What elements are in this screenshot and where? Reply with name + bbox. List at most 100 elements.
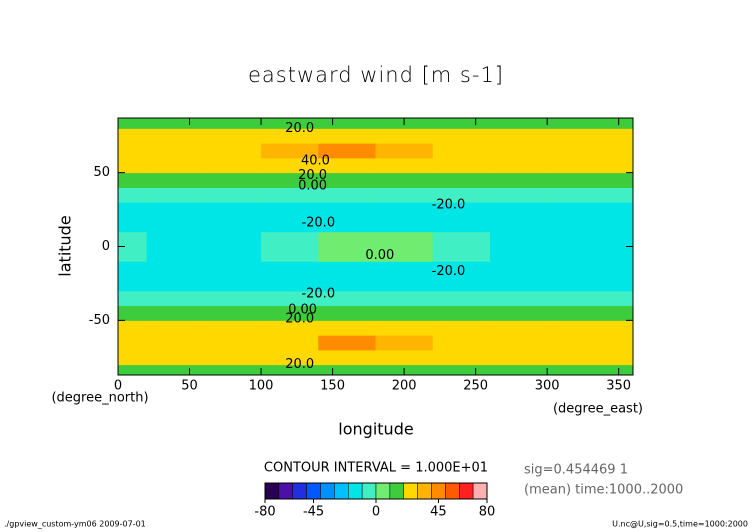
x-unit: (degree_east)	[553, 402, 643, 417]
contour-cell	[375, 157, 434, 174]
colorbar-swatch	[403, 482, 418, 500]
colorbar-swatch	[431, 482, 446, 500]
contour-cell	[547, 157, 634, 174]
colorbar-tick-label: 80	[479, 505, 496, 520]
contour-cell	[432, 143, 491, 159]
contour-cell	[118, 335, 148, 351]
contour-cell	[318, 187, 376, 203]
contour-cell	[118, 276, 148, 292]
contour-cell	[547, 261, 634, 277]
contour-cell	[146, 320, 205, 336]
contour-cell	[547, 349, 634, 366]
contour-cell	[375, 172, 434, 188]
colorbar-swatch	[472, 482, 488, 500]
contour-cell	[547, 335, 634, 351]
colorbar-swatch	[417, 482, 432, 500]
contour-cell	[261, 305, 319, 321]
contour-label: -20.0	[432, 198, 466, 213]
contour-cell	[118, 172, 148, 188]
contour-cell	[318, 246, 376, 262]
contour-interval: CONTOUR INTERVAL = 1.000E+01	[264, 461, 488, 476]
contour-cell	[547, 364, 634, 376]
contour-cell	[118, 187, 148, 203]
contour-cell	[118, 305, 148, 321]
contour-cell	[318, 172, 376, 188]
y-axis-label: latitude	[56, 215, 75, 276]
contour-cell	[318, 364, 376, 376]
contour-label: -20.0	[301, 286, 335, 301]
contour-cell	[261, 172, 319, 188]
contour-cell	[118, 143, 148, 159]
contour-cell	[118, 216, 148, 233]
contour-cell	[432, 305, 491, 321]
contour-cell	[203, 305, 262, 321]
contour-cell	[203, 143, 262, 159]
contour-label: -20.0	[301, 215, 335, 230]
contour-cell	[118, 364, 148, 376]
contour-cell	[547, 118, 634, 129]
contour-cell	[146, 246, 205, 262]
contour-cell	[261, 290, 319, 307]
colorbar-swatch	[264, 482, 280, 500]
contour-label: -20.0	[432, 264, 466, 279]
contour-cell	[432, 335, 491, 351]
contour-cell	[547, 202, 634, 218]
contour-cell	[261, 246, 319, 262]
contour-cell	[432, 364, 491, 376]
contour-label: 0.00	[298, 178, 327, 193]
contour-cell	[203, 118, 262, 129]
contour-cell	[489, 349, 548, 366]
contour-cell	[261, 187, 319, 203]
y-tick-label: -50	[89, 313, 110, 328]
contour-cell	[203, 276, 262, 292]
contour-cell	[432, 231, 491, 247]
contour-cell	[547, 305, 634, 321]
contour-cell	[318, 202, 376, 218]
contour-cell	[489, 364, 548, 376]
colorbar-tick-label: 45	[430, 505, 447, 520]
contour-cell	[318, 118, 376, 129]
contour-cell	[261, 202, 319, 218]
contour-cell	[375, 246, 434, 262]
y-tick-label: 0	[102, 239, 110, 254]
contour-cell	[432, 187, 491, 203]
contour-cell	[118, 128, 148, 144]
contour-cell	[261, 320, 319, 336]
contour-cell	[146, 290, 205, 307]
x-axis-label: longitude	[338, 420, 413, 439]
contour-cell	[118, 349, 148, 366]
colorbar-swatch	[334, 482, 349, 500]
contour-cell	[489, 246, 548, 262]
contour-cell	[318, 290, 376, 307]
contour-cell	[489, 202, 548, 218]
contour-label: 0.00	[365, 248, 394, 263]
note: (mean) time:1000..2000	[524, 483, 683, 498]
contour-cell	[261, 335, 319, 351]
y-unit: (degree_north)	[51, 391, 148, 406]
contour-cell	[146, 216, 205, 233]
contour-cell	[146, 172, 205, 188]
contour-cell	[489, 172, 548, 188]
contour-cell	[375, 202, 434, 218]
contour-cell	[261, 231, 319, 247]
contour-cell	[375, 276, 434, 292]
contour-cell	[318, 276, 376, 292]
contour-cell	[432, 118, 491, 129]
contour-cell	[489, 261, 548, 277]
contour-cell	[318, 261, 376, 277]
contour-cell	[547, 172, 634, 188]
contour-cell	[547, 231, 634, 247]
contour-cell	[118, 290, 148, 307]
contour-cell	[203, 157, 262, 174]
contour-cell	[432, 172, 491, 188]
x-tick-label: 0	[114, 379, 122, 394]
contour-cell	[547, 276, 634, 292]
colorbar-swatch	[292, 482, 307, 500]
contour-label: 20.0	[285, 357, 314, 372]
contour-cell	[318, 157, 376, 174]
contour-cell	[203, 231, 262, 247]
contour-cell	[375, 143, 434, 159]
contour-cell	[489, 231, 548, 247]
colorbar-swatch	[278, 482, 293, 500]
